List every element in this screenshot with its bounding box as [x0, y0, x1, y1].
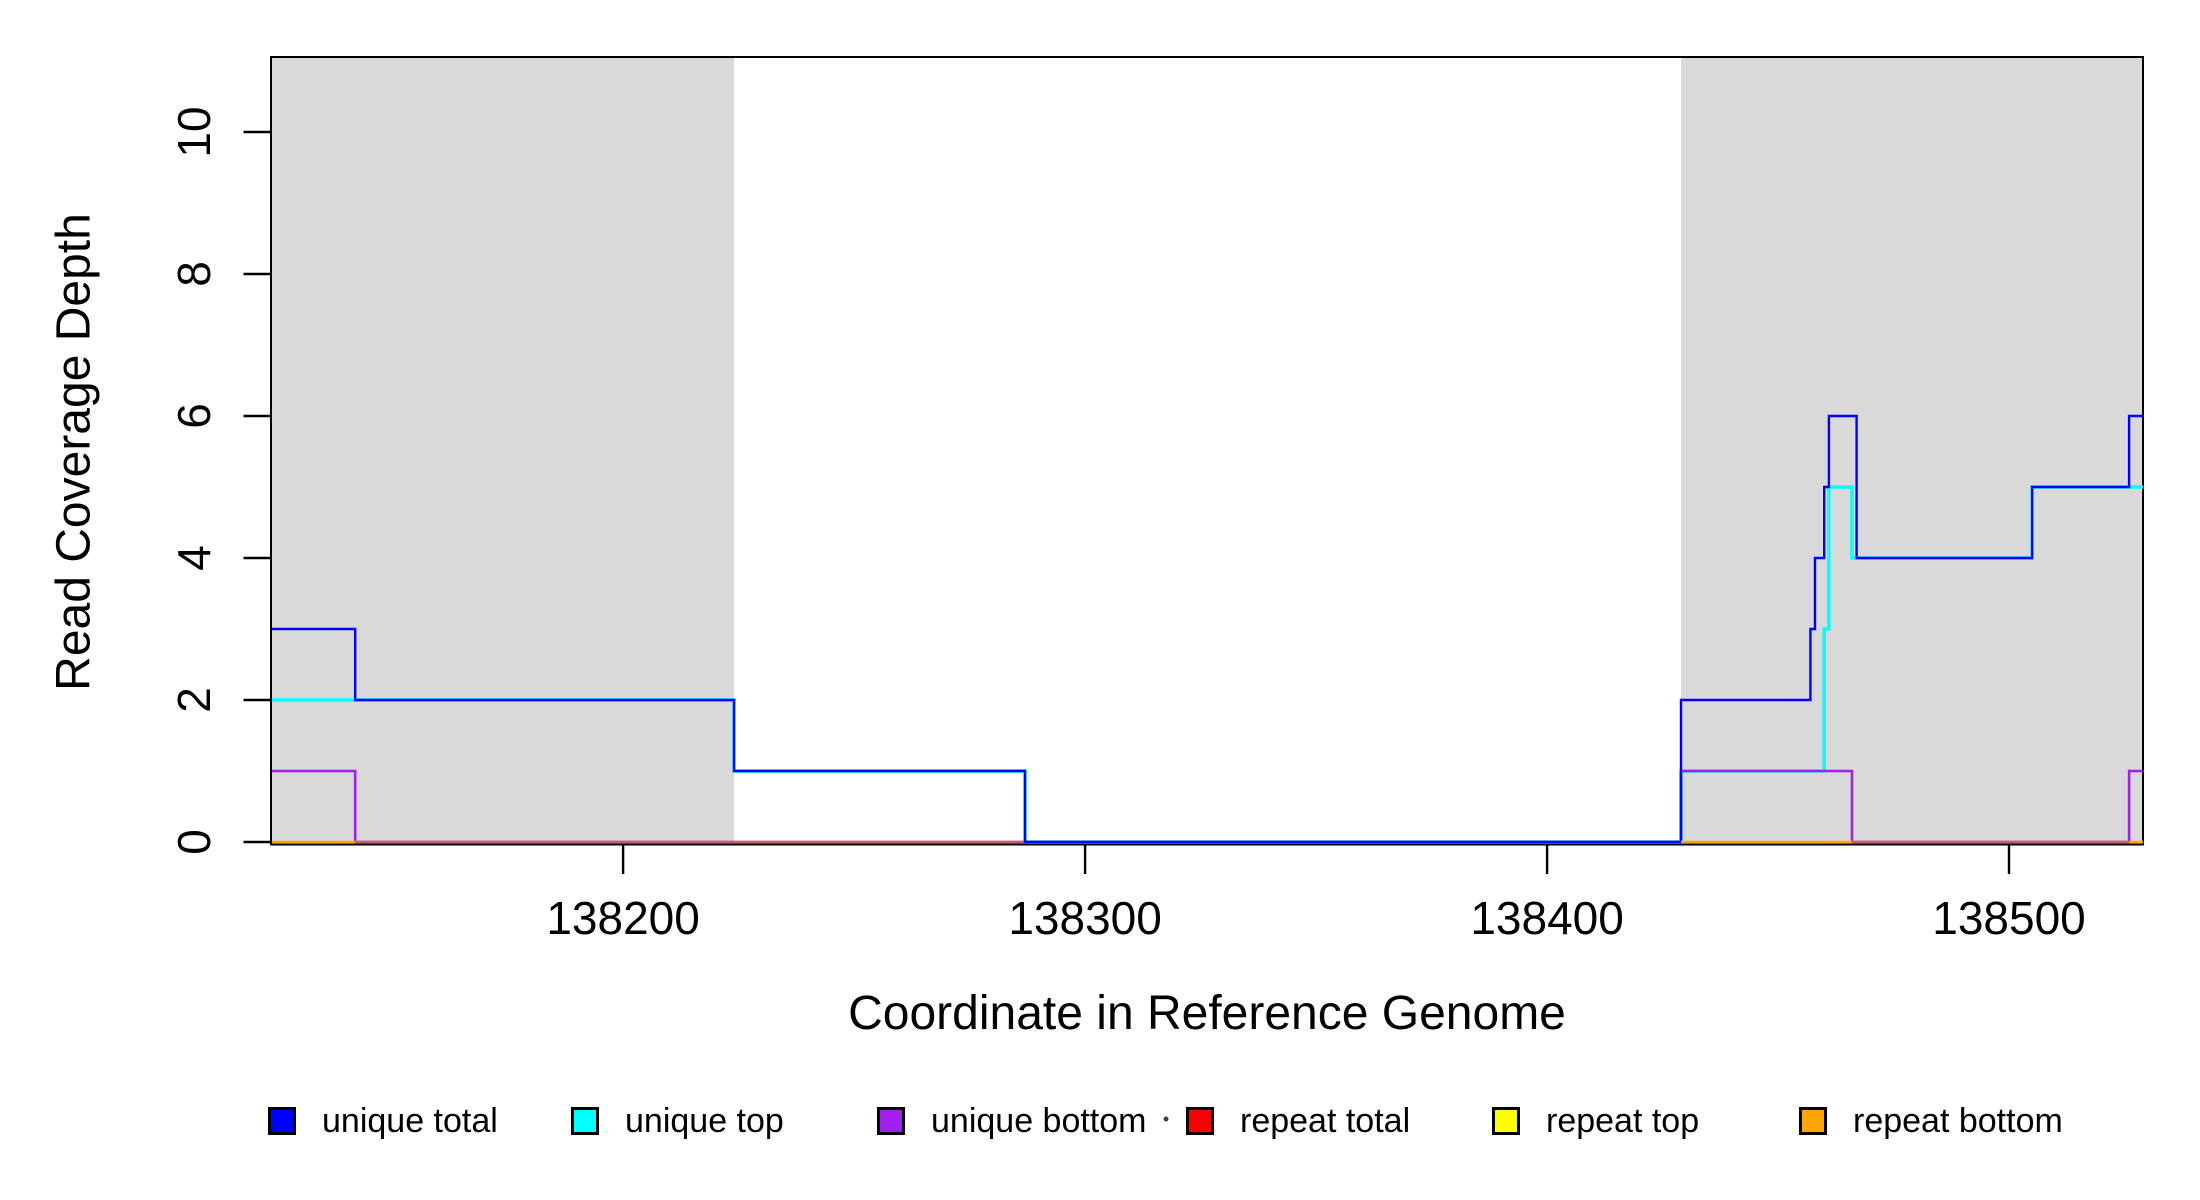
- artifact-dot: [1163, 1116, 1169, 1122]
- y-axis-title: Read Coverage Depth: [47, 213, 101, 691]
- repeat-top-swatch-icon: [1492, 1107, 1520, 1135]
- y-tick-label: 10: [168, 106, 220, 158]
- legend-label: repeat bottom: [1853, 1101, 2063, 1140]
- y-tick-label: 6: [168, 403, 220, 429]
- unique-total-swatch-icon: [268, 1107, 296, 1135]
- repeat-bottom-swatch-icon: [1799, 1107, 1827, 1135]
- legend-label: unique bottom: [931, 1101, 1147, 1140]
- legend-label: repeat total: [1240, 1101, 1411, 1140]
- legend: unique total unique top unique bottom re…: [0, 1101, 2200, 1144]
- y-tick-label: 4: [168, 545, 220, 571]
- x-tick-label: 138400: [1470, 892, 1624, 944]
- legend-label: repeat top: [1546, 1101, 1700, 1140]
- legend-label: unique top: [625, 1101, 784, 1140]
- series-unique-total: [272, 414, 2143, 844]
- x-tick-label: 138500: [1932, 892, 2086, 944]
- legend-item-unique-total: unique total: [268, 1101, 498, 1140]
- unique-bottom-swatch-icon: [877, 1107, 905, 1135]
- unique-top-swatch-icon: [571, 1107, 599, 1135]
- legend-item-repeat-top: repeat top: [1492, 1101, 1700, 1140]
- legend-item-repeat-total: repeat total: [1186, 1101, 1411, 1140]
- series-unique-bottom: [272, 769, 2143, 844]
- y-tick-label: 8: [168, 261, 220, 287]
- plot-border: [270, 56, 2144, 846]
- shaded-region: [272, 58, 734, 843]
- y-tick-label: 0: [168, 829, 220, 855]
- legend-item-unique-top: unique top: [571, 1101, 784, 1140]
- y-tick-label: 2: [168, 687, 220, 713]
- x-tick-label: 138300: [1008, 892, 1162, 944]
- x-axis-title: Coordinate in Reference Genome: [848, 987, 1566, 1040]
- shaded-region: [1681, 58, 2142, 843]
- x-tick-label: 138200: [546, 892, 700, 944]
- legend-item-unique-bottom: unique bottom: [877, 1101, 1147, 1140]
- legend-item-repeat-bottom: repeat bottom: [1799, 1101, 2063, 1140]
- repeat-total-swatch-icon: [1186, 1107, 1214, 1135]
- legend-label: unique total: [322, 1101, 498, 1140]
